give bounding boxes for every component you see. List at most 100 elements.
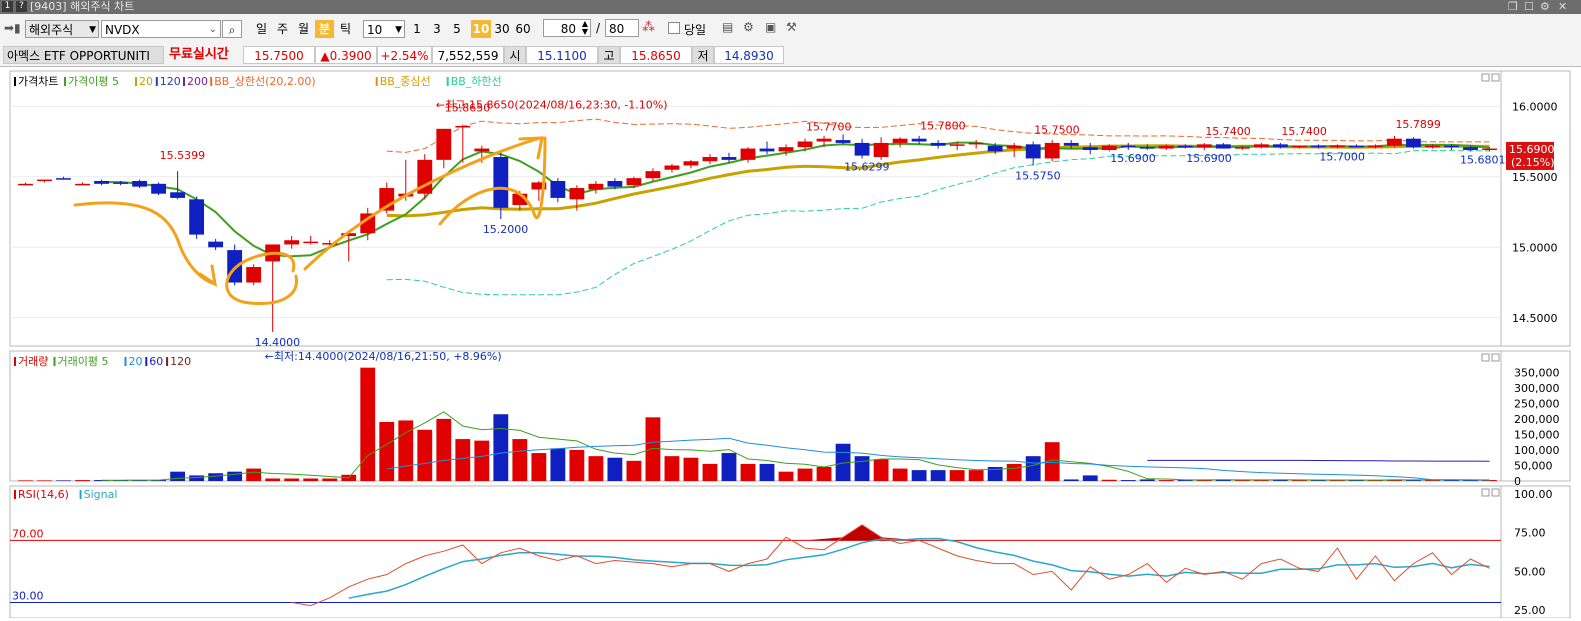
count-value: 80 [560,22,576,36]
candle-body [1482,148,1497,151]
price-label: 15.8650 [445,101,491,114]
candle-body [873,142,889,158]
volume-bar [56,480,71,481]
low-value: 14.8930 [714,46,784,64]
high-annotation: ←최고:15.8650(2024/08/16,23:30, -1.10%) [436,98,668,111]
volume-bar [455,439,471,481]
price-label: 15.7500 [1034,124,1080,137]
volume-bar [626,460,642,481]
volume-bar [835,443,851,481]
rsi-line [291,524,1490,607]
volume-bar [170,471,186,481]
volume-legend-marker [166,357,169,366]
rsi-30-label: 30.00 [12,589,44,602]
chevron-down-icon: ⌄ [208,24,217,35]
candle-body [835,140,851,143]
volume-bar [1348,480,1364,481]
volume-bar [645,417,661,481]
total-count-field[interactable]: 80 [605,19,639,37]
volume-bar [1177,480,1193,481]
search-button[interactable]: ⌕ [222,20,242,38]
candle-body [949,144,965,146]
candle-body [189,199,205,235]
slash-divider: / [596,21,601,35]
panel-close-icon [1491,73,1500,82]
interval-select[interactable]: 10 ▼ [363,20,405,38]
price-label: 14.4000 [255,336,301,349]
candle-body [778,147,794,152]
drawn-curve-left [73,201,217,286]
quick-interval-button[interactable]: 3 [433,22,441,36]
today-checkbox[interactable] [668,22,680,34]
volume-tick-label: 250,000 [1514,397,1560,410]
period-button[interactable]: 분 [315,20,334,38]
candle-body [132,181,147,187]
quick-interval-button[interactable]: 60 [515,22,531,36]
candle-body [892,138,908,143]
volume-legend-item: 거래량 [18,355,48,368]
market-select[interactable]: 해외주식 ▼ [25,20,99,38]
total-count-value: 80 [609,22,625,36]
tools-icon[interactable]: ⚒ [786,20,797,34]
volume-bar [1044,442,1060,481]
rsi-signal-line [348,537,1490,599]
candle-body [721,157,737,160]
options-icon[interactable]: ⁂ [642,20,655,35]
help-icon[interactable]: ? [16,1,27,12]
quick-interval-button[interactable]: 5 [453,22,461,36]
candle-body [759,148,775,152]
period-button[interactable]: 일 [255,22,268,36]
quick-interval-button[interactable]: 10 [471,20,491,38]
candle-body [474,148,490,152]
price-legend-marker [155,77,158,86]
candle-body [1177,145,1193,148]
chevron-down-icon: ▼ [89,25,96,35]
close-icon[interactable]: ✕ [1558,0,1568,13]
candle-body [1406,138,1421,148]
period-button[interactable]: 틱 [339,22,352,36]
candle-body [645,171,661,179]
volume-bar [664,456,680,481]
count-stepper[interactable]: 80 ▲ ▼ [543,19,591,37]
candle-body [341,233,357,236]
volume-bar [892,468,908,481]
candle-body [360,213,376,234]
volume-bar [493,414,509,481]
volume-legend-item: 20 [129,355,143,368]
candle-body [1253,144,1269,148]
candle-body [1463,147,1478,150]
chart-svg[interactable]: 16.0000 15.5000 15.0000 14.5000 15.5399 15.86… [0,66,1581,619]
quick-interval-button[interactable]: 30 [494,22,510,36]
market-select-value: 해외주식 [29,23,74,37]
volume-bar [417,429,433,481]
symbol-input[interactable]: NVDX ⌄ [101,20,221,38]
link-arrow-icon[interactable]: ➡▮ [4,21,21,35]
save-icon[interactable]: ▣ [765,20,777,34]
price-tick-label: 14.5000 [1512,312,1558,325]
candle-body [911,138,927,142]
period-button[interactable]: 월 [297,22,310,36]
volume-bar [322,478,338,481]
candle-body [683,161,699,166]
settings-icon[interactable]: ☐ [1524,0,1534,13]
candle-body [75,183,90,186]
window-number-badge[interactable]: 1 [2,1,13,12]
volume-bar [474,440,490,481]
panel-close-icon [1491,353,1500,362]
rsi-legend-item: Signal [84,488,118,501]
price-label: 15.7000 [1319,151,1365,164]
restore-icon[interactable]: ❐ [1508,0,1518,13]
price-label: 15.7400 [1205,125,1251,138]
stepper-arrows-icon[interactable]: ▲ ▼ [581,19,588,36]
price-label: 15.7700 [806,121,852,134]
gear-icon[interactable]: ⚙ [743,20,754,34]
quick-interval-button[interactable]: 1 [413,22,421,36]
chart-settings-icon[interactable]: ▤ [722,20,734,34]
period-button[interactable]: 주 [276,22,289,36]
price-legend-item: 200 [187,75,208,88]
chart-area[interactable]: 16.0000 15.5000 15.0000 14.5000 15.5399 15.86… [0,66,1581,619]
instrument-name: 아멕스 ETF OPPORTUNITI [3,46,164,64]
minimize-icon[interactable]: ⚙ [1540,0,1550,13]
candle-body [1215,144,1231,149]
